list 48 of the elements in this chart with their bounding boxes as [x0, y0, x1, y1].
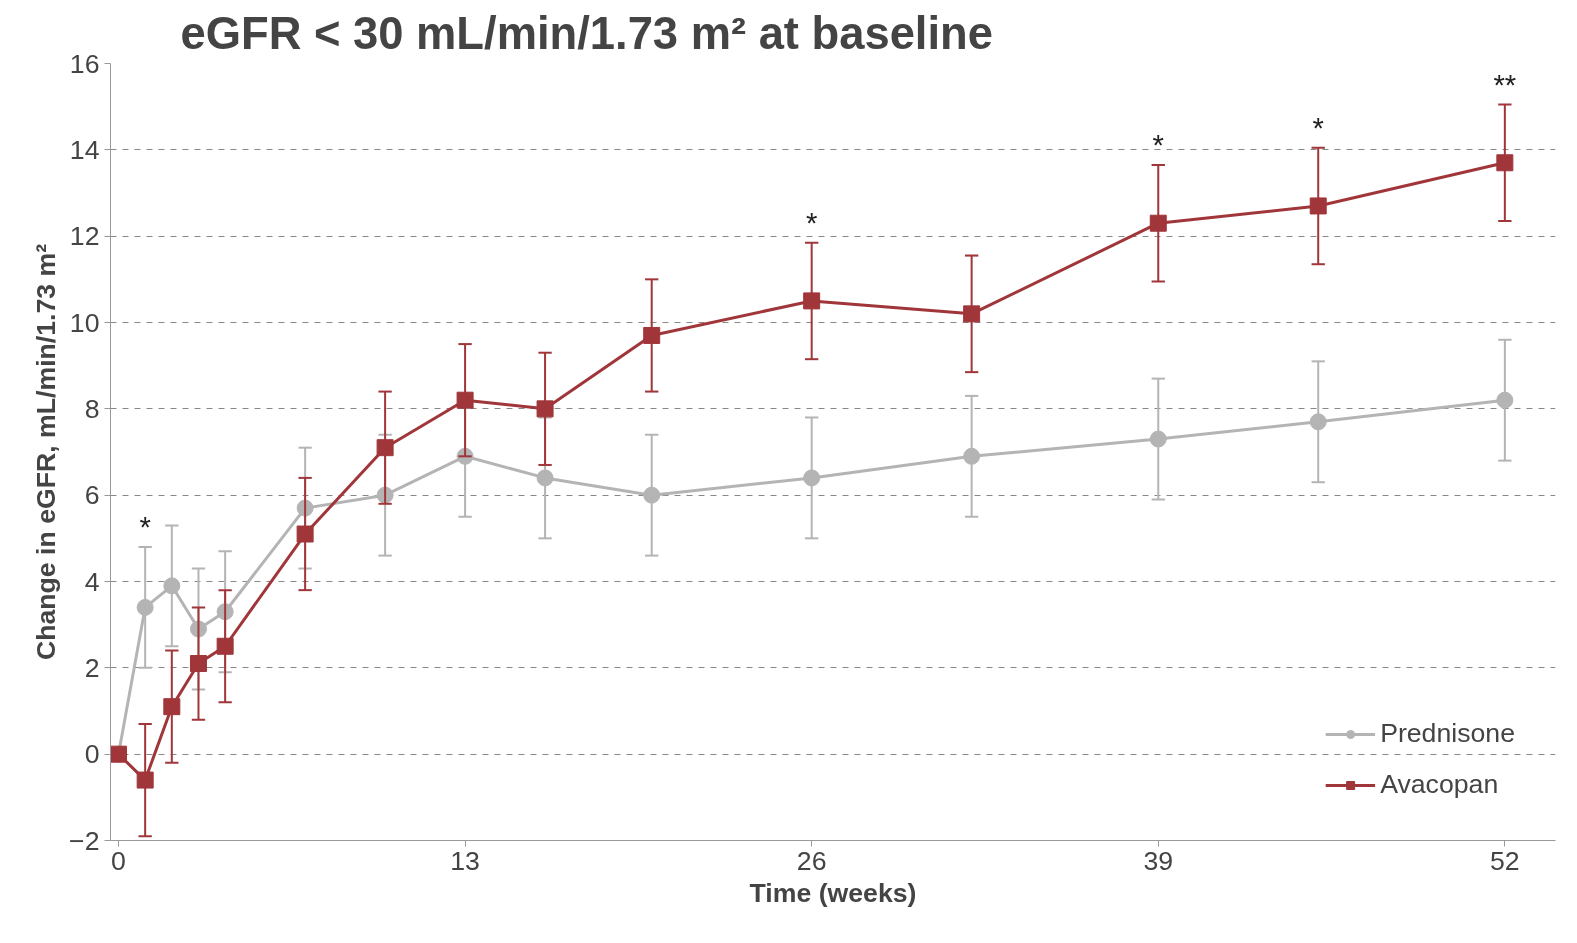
x-tick-label: 13	[450, 845, 480, 876]
point	[1149, 214, 1167, 232]
x-tick-label: 39	[1143, 845, 1174, 876]
annotation: *	[1312, 110, 1324, 144]
x-tick-label: 26	[796, 845, 827, 876]
point	[1309, 413, 1327, 431]
y-tick-label: 0	[84, 739, 100, 770]
x-tick-label: 52	[1490, 845, 1520, 876]
y-tick-label: 10	[69, 307, 100, 338]
y-tick-label: 6	[84, 480, 100, 511]
chart-title: eGFR < 30 mL/min/1.73 m² at baseline	[180, 7, 993, 59]
annotation: *	[805, 205, 818, 239]
point	[296, 525, 314, 543]
x-axis-title: Time (weeks)	[749, 877, 917, 908]
y-tick-label: 14	[69, 134, 100, 165]
y-tick-label: 16	[69, 48, 100, 79]
point	[536, 400, 554, 418]
point	[163, 698, 181, 716]
point	[376, 439, 394, 457]
point	[1496, 154, 1514, 172]
point	[643, 486, 661, 504]
point	[536, 469, 554, 487]
point	[1309, 197, 1327, 215]
point	[216, 637, 234, 655]
point	[1496, 391, 1514, 409]
y-tick-label: 8	[84, 393, 100, 424]
y-tick-label: 2	[84, 652, 100, 683]
y-tick-label: −2	[69, 825, 100, 856]
point	[643, 326, 661, 344]
point	[803, 469, 821, 487]
x-tick-label: 0	[111, 845, 126, 876]
legend-label: Prednisone	[1380, 718, 1515, 749]
y-axis-title: Change in eGFR, mL/min/1.73 m²	[31, 243, 62, 661]
annotation: **	[1493, 67, 1517, 101]
point	[963, 447, 981, 465]
point	[963, 305, 981, 323]
point	[136, 771, 154, 789]
annotation: *	[1152, 127, 1164, 161]
y-tick-label: 4	[84, 566, 100, 597]
legend-label: Avacopan	[1380, 769, 1499, 800]
point	[456, 391, 474, 409]
point	[803, 292, 821, 310]
point	[136, 598, 154, 616]
point	[163, 577, 181, 595]
point	[1149, 430, 1167, 448]
y-tick-label: 12	[69, 221, 100, 252]
point	[189, 655, 207, 673]
annotation: *	[139, 509, 151, 543]
